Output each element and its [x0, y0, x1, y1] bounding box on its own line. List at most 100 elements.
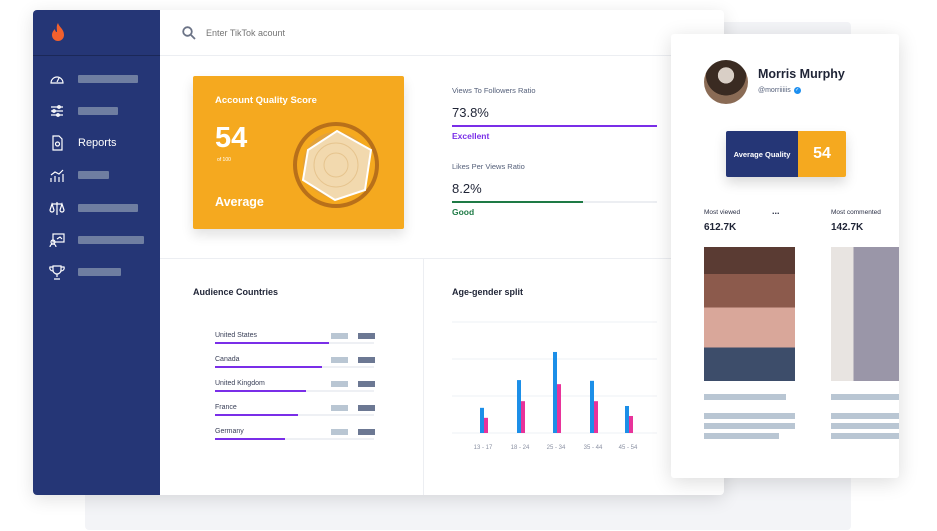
age-gender-chart: 13 - 17 18 - 24 25 - 34 35 - 44 45 - 54 [452, 321, 657, 451]
country-progress [215, 342, 374, 344]
country-stat-placeholder [331, 381, 348, 387]
sidebar-item-settings[interactable] [49, 101, 118, 121]
country-row: France [215, 404, 375, 416]
country-row: Canada [215, 356, 375, 368]
country-stat-placeholder [331, 429, 348, 435]
sidebar-item-placeholder [78, 236, 144, 244]
verified-check-icon: ✓ [793, 87, 801, 94]
sliders-icon [51, 105, 63, 117]
female-bar [594, 401, 598, 433]
app-window: Reports Account Quality Score 54 of 100 … [33, 10, 724, 495]
text-placeholder [704, 394, 786, 400]
views-followers-metric: Views To Followers Ratio 73.8% Excellent [452, 86, 657, 141]
most-viewed-video-thumbnail[interactable] [704, 247, 795, 381]
text-placeholder [704, 423, 795, 429]
search-input[interactable] [206, 27, 406, 38]
country-row: Germany [215, 428, 375, 440]
most-viewed: Most viewed 612.7K [704, 209, 740, 233]
more-options-icon[interactable]: ... [772, 206, 780, 216]
text-placeholder [831, 413, 899, 419]
metric-label: Likes Per Views Ratio [452, 162, 525, 171]
profile-name: Morris Murphy [758, 67, 845, 81]
country-row: United Kingdom [215, 380, 375, 392]
likes-views-metric: Likes Per Views Ratio 8.2% Good [452, 162, 657, 217]
avatar [704, 60, 748, 104]
sidebar-item-analytics[interactable] [49, 165, 109, 185]
section-divider [160, 258, 724, 259]
quality-card-title: Account Quality Score [215, 95, 317, 106]
country-progress [215, 390, 374, 392]
country-progress [215, 438, 374, 440]
most-viewed-label: Most viewed [704, 209, 741, 216]
country-stat-placeholder [358, 405, 375, 411]
sidebar-item-placeholder [78, 107, 118, 115]
sidebar-item-presentation[interactable] [49, 230, 144, 250]
age-gender-title: Age-gender split [452, 287, 524, 297]
quality-badge-label: Average Quality [726, 131, 798, 177]
male-bar [553, 351, 557, 433]
country-stat-placeholder [358, 429, 375, 435]
most-commented: Most commented 142.7K [831, 209, 881, 233]
sidebar-item-rankings[interactable] [49, 262, 121, 282]
dashboard-gauge-icon [50, 76, 64, 84]
female-bar [521, 401, 525, 433]
country-row: United States [215, 332, 375, 344]
x-tick-label: 45 - 54 [619, 445, 638, 451]
trophy-icon [49, 265, 65, 280]
female-bar [557, 384, 561, 433]
x-tick-label: 35 - 44 [584, 445, 603, 451]
text-placeholder [704, 413, 795, 419]
flame-logo-icon [52, 23, 64, 41]
profile-card: Morris Murphy @morriiiiis ✓ Average Quali… [671, 34, 899, 478]
text-placeholder [704, 433, 779, 439]
metric-progress [452, 125, 657, 127]
most-viewed-value: 612.7K [704, 222, 737, 233]
country-stat-placeholder [331, 333, 348, 339]
section-divider [423, 258, 424, 495]
female-bar [484, 417, 488, 433]
text-placeholder [831, 394, 899, 400]
x-tick-label: 18 - 24 [511, 445, 530, 451]
text-placeholder [831, 433, 899, 439]
most-commented-video-thumbnail[interactable] [831, 247, 899, 381]
x-tick-label: 13 - 17 [474, 445, 493, 451]
male-bar [517, 380, 521, 433]
sidebar-item-dashboard[interactable] [49, 69, 138, 89]
country-stat-placeholder [331, 405, 348, 411]
country-progress [215, 414, 374, 416]
report-document-icon [52, 135, 63, 151]
metric-value: 73.8% [452, 105, 489, 120]
quality-rating: Average [215, 195, 264, 209]
metric-value: 8.2% [452, 181, 482, 196]
male-bar [590, 380, 594, 433]
male-bar [625, 405, 629, 433]
metric-status: Excellent [452, 131, 490, 141]
country-stat-placeholder [358, 381, 375, 387]
search-bar [160, 10, 724, 56]
analytics-chart-icon [50, 169, 64, 182]
country-name: France [215, 404, 237, 411]
presentation-icon [49, 233, 65, 248]
text-placeholder [831, 423, 899, 429]
account-quality-card: Account Quality Score 54 of 100 Average [193, 76, 404, 229]
scale-balance-icon [49, 202, 65, 215]
search-icon[interactable] [182, 25, 196, 40]
sidebar: Reports [33, 10, 160, 495]
radar-chart-icon [293, 122, 379, 208]
profile-handle: @morriiiiis ✓ [758, 87, 801, 94]
female-bar [629, 415, 633, 433]
metric-status: Good [452, 207, 475, 217]
country-stat-placeholder [358, 333, 375, 339]
sidebar-item-reports[interactable]: Reports [49, 133, 117, 153]
country-progress [215, 366, 374, 368]
most-commented-value: 142.7K [831, 222, 864, 233]
audience-countries-title: Audience Countries [193, 287, 279, 297]
quality-score-max: of 100 [217, 157, 231, 163]
sidebar-item-compare[interactable] [49, 198, 138, 218]
metric-progress [452, 201, 657, 203]
quality-score: 54 [215, 122, 248, 154]
sidebar-item-placeholder [78, 171, 109, 179]
sidebar-item-placeholder [78, 75, 138, 83]
country-name: United States [215, 332, 258, 339]
sidebar-item-placeholder [78, 268, 121, 276]
